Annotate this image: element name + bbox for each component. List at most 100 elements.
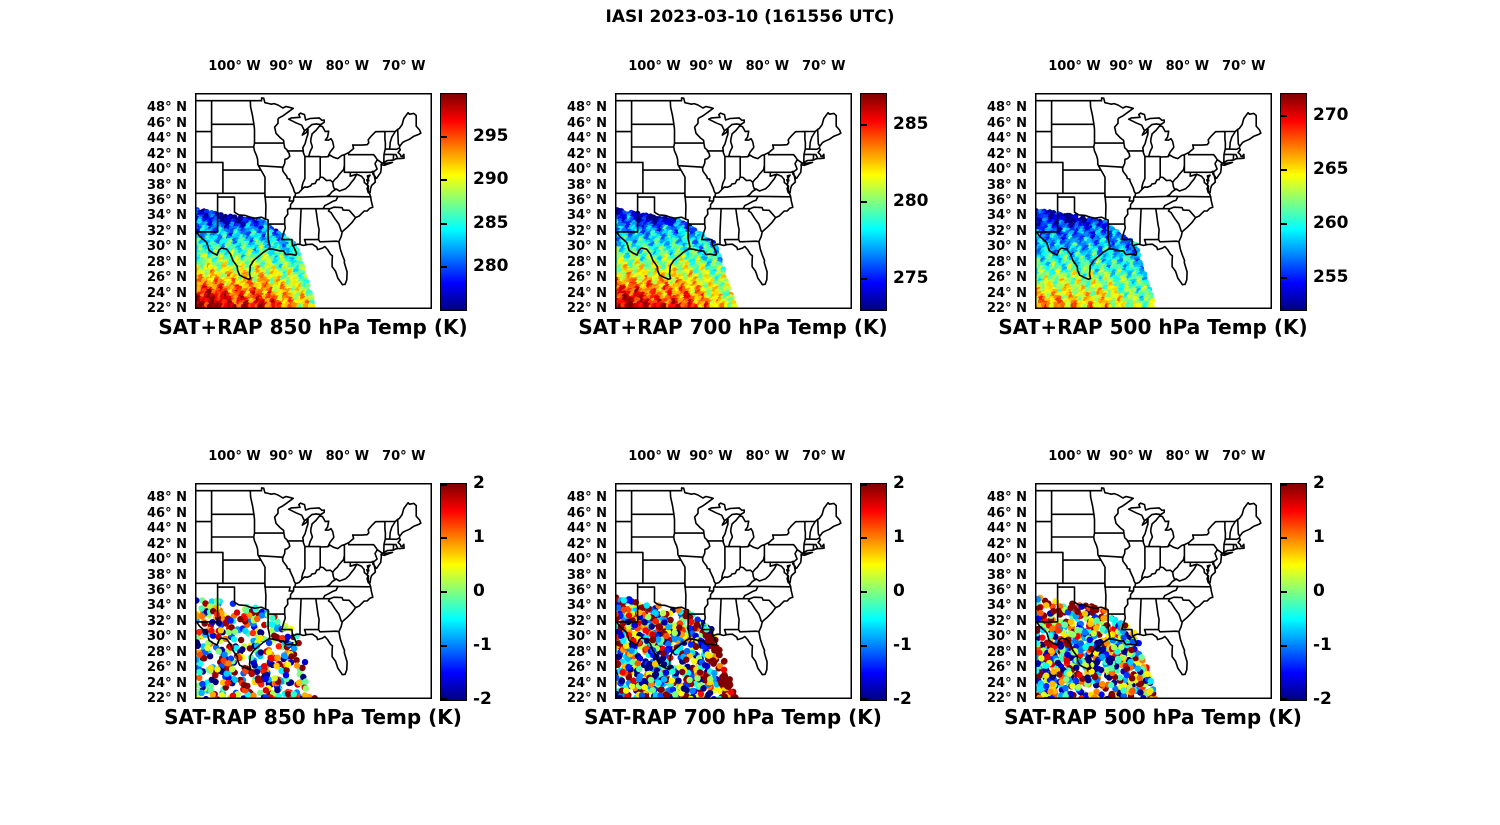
colorbar-tick-label: 285 xyxy=(893,113,929,134)
lat-tick-label: 28° N xyxy=(567,644,607,660)
panel-sat-plus-rap-700: 100° W 90° W 80° W 70° W 48° N 46° N 44° N 42°… xyxy=(555,51,965,356)
lat-tick-label: 24° N xyxy=(567,675,607,691)
lat-tick-label: 34° N xyxy=(567,208,607,224)
figure-title: IASI 2023-03-10 (161556 UTC) xyxy=(605,7,895,27)
data-swath xyxy=(615,594,739,699)
colorbar-tick xyxy=(1281,276,1287,279)
lat-tick-label: 48° N xyxy=(567,100,607,116)
lat-tick-label: 32° N xyxy=(987,223,1027,239)
state-borders xyxy=(615,97,842,286)
colorbar-tick-label: 0 xyxy=(473,581,485,601)
map-frame xyxy=(195,93,432,309)
lat-tick-label: 44° N xyxy=(147,131,187,147)
colorbar-tick xyxy=(441,265,447,268)
lat-tick-label: 34° N xyxy=(987,208,1027,224)
lat-tick-label: 22° N xyxy=(147,691,187,706)
map-frame xyxy=(1035,483,1272,699)
colorbar-sat-minus-rap-700 xyxy=(860,483,887,701)
colorbar-tick-label: 2 xyxy=(893,473,905,493)
lat-tick-label: 32° N xyxy=(987,613,1027,629)
lat-tick-label: 48° N xyxy=(567,490,607,506)
lon-tick-label: 100° W xyxy=(208,59,261,74)
lat-tick-label: 40° N xyxy=(567,552,607,568)
colorbar-tick xyxy=(1281,168,1287,171)
data-swath xyxy=(1035,594,1159,699)
colorbar-sat-plus-rap-700 xyxy=(860,93,887,311)
state-borders xyxy=(195,487,422,676)
lat-tick-label: 24° N xyxy=(567,285,607,301)
lat-tick-label: 26° N xyxy=(147,270,187,286)
colorbar-tick xyxy=(861,645,867,647)
lat-tick-label: 26° N xyxy=(987,660,1027,676)
lat-tick-label: 40° N xyxy=(147,162,187,178)
state-borders xyxy=(195,97,422,286)
lat-tick-label: 42° N xyxy=(147,146,187,162)
lat-tick-label: 34° N xyxy=(987,598,1027,614)
lon-tick-label: 90° W xyxy=(269,449,313,464)
lat-tick-label: 42° N xyxy=(987,536,1027,552)
lat-tick-label: 36° N xyxy=(147,193,187,208)
lat-tick-label: 30° N xyxy=(567,239,607,255)
lat-tick-label: 24° N xyxy=(987,675,1027,691)
colorbar-sat-minus-rap-500 xyxy=(1280,483,1307,701)
panel-sat-minus-rap-700: 100° W 90° W 80° W 70° W 48° N 46° N 44° N 42°… xyxy=(555,441,965,746)
lat-tick-label: 30° N xyxy=(147,629,187,645)
map-frame xyxy=(615,483,852,699)
colorbar-tick xyxy=(861,484,867,486)
lat-tick-label: 24° N xyxy=(147,675,187,691)
colorbar-tick-label: -1 xyxy=(1313,635,1332,655)
lon-tick-label: 70° W xyxy=(802,59,846,74)
colorbar-tick xyxy=(1281,114,1287,117)
colorbar-tick-label: 1 xyxy=(1313,527,1325,547)
lat-tick-label: 22° N xyxy=(987,301,1027,316)
panel-title-sat-minus-rap-700: SAT-RAP 700 hPa Temp (K) xyxy=(584,705,882,729)
colorbar-tick xyxy=(441,537,447,539)
lon-tick-label: 100° W xyxy=(628,59,681,74)
colorbar-tick-label: -2 xyxy=(473,689,492,709)
lon-tick-label: 70° W xyxy=(382,59,426,74)
colorbar-tick xyxy=(1281,537,1287,539)
map-sat-minus-rap-500 xyxy=(1035,483,1272,699)
lat-tick-label: 22° N xyxy=(567,691,607,706)
data-swath xyxy=(195,207,316,309)
map-frame xyxy=(1035,93,1272,309)
map-sat-minus-rap-850 xyxy=(195,483,432,699)
colorbar-tick xyxy=(441,698,447,700)
lat-tick-label: 34° N xyxy=(567,598,607,614)
colorbar-tick xyxy=(1281,222,1287,225)
lat-tick-label: 26° N xyxy=(567,660,607,676)
panel-sat-minus-rap-500: 100° W 90° W 80° W 70° W 48° N 46° N 44° N 42°… xyxy=(975,441,1385,746)
panel-title-sat-minus-rap-500: SAT-RAP 500 hPa Temp (K) xyxy=(1004,705,1302,729)
lat-tick-label: 26° N xyxy=(147,660,187,676)
colorbar-sat-minus-rap-850 xyxy=(440,483,467,701)
lon-tick-label: 80° W xyxy=(1165,449,1210,464)
lat-tick-label: 40° N xyxy=(567,162,607,178)
lat-tick-label: 44° N xyxy=(147,521,187,537)
state-borders xyxy=(615,487,842,676)
panel-title-sat-minus-rap-850: SAT-RAP 850 hPa Temp (K) xyxy=(164,705,462,729)
colorbar-tick xyxy=(441,136,447,139)
colorbar-tick xyxy=(861,591,867,593)
state-borders xyxy=(1035,487,1262,676)
lat-tick-label: 32° N xyxy=(567,613,607,629)
lat-tick-label: 42° N xyxy=(987,146,1027,162)
lat-tick-label: 32° N xyxy=(147,613,187,629)
lon-tick-label: 90° W xyxy=(1109,449,1153,464)
map-sat-plus-rap-850 xyxy=(195,93,432,309)
colorbar-sat-plus-rap-500 xyxy=(1280,93,1307,311)
lat-tick-label: 30° N xyxy=(567,629,607,645)
panel-title-sat-plus-rap-850: SAT+RAP 850 hPa Temp (K) xyxy=(158,315,468,339)
colorbar-tick-label: 0 xyxy=(893,581,905,601)
lon-tick-label: 100° W xyxy=(628,449,681,464)
colorbar-tick xyxy=(441,645,447,647)
lat-tick-label: 34° N xyxy=(147,208,187,224)
lat-tick-label: 44° N xyxy=(567,521,607,537)
map-frame xyxy=(615,93,852,309)
map-frame xyxy=(195,483,432,699)
colorbar-tick-label: 260 xyxy=(1313,212,1349,233)
lon-tick-label: 70° W xyxy=(802,449,846,464)
lon-tick-label: 70° W xyxy=(382,449,426,464)
lat-tick-label: 36° N xyxy=(567,193,607,208)
lat-tick-label: 38° N xyxy=(147,177,187,193)
colorbar-tick xyxy=(1281,484,1287,486)
